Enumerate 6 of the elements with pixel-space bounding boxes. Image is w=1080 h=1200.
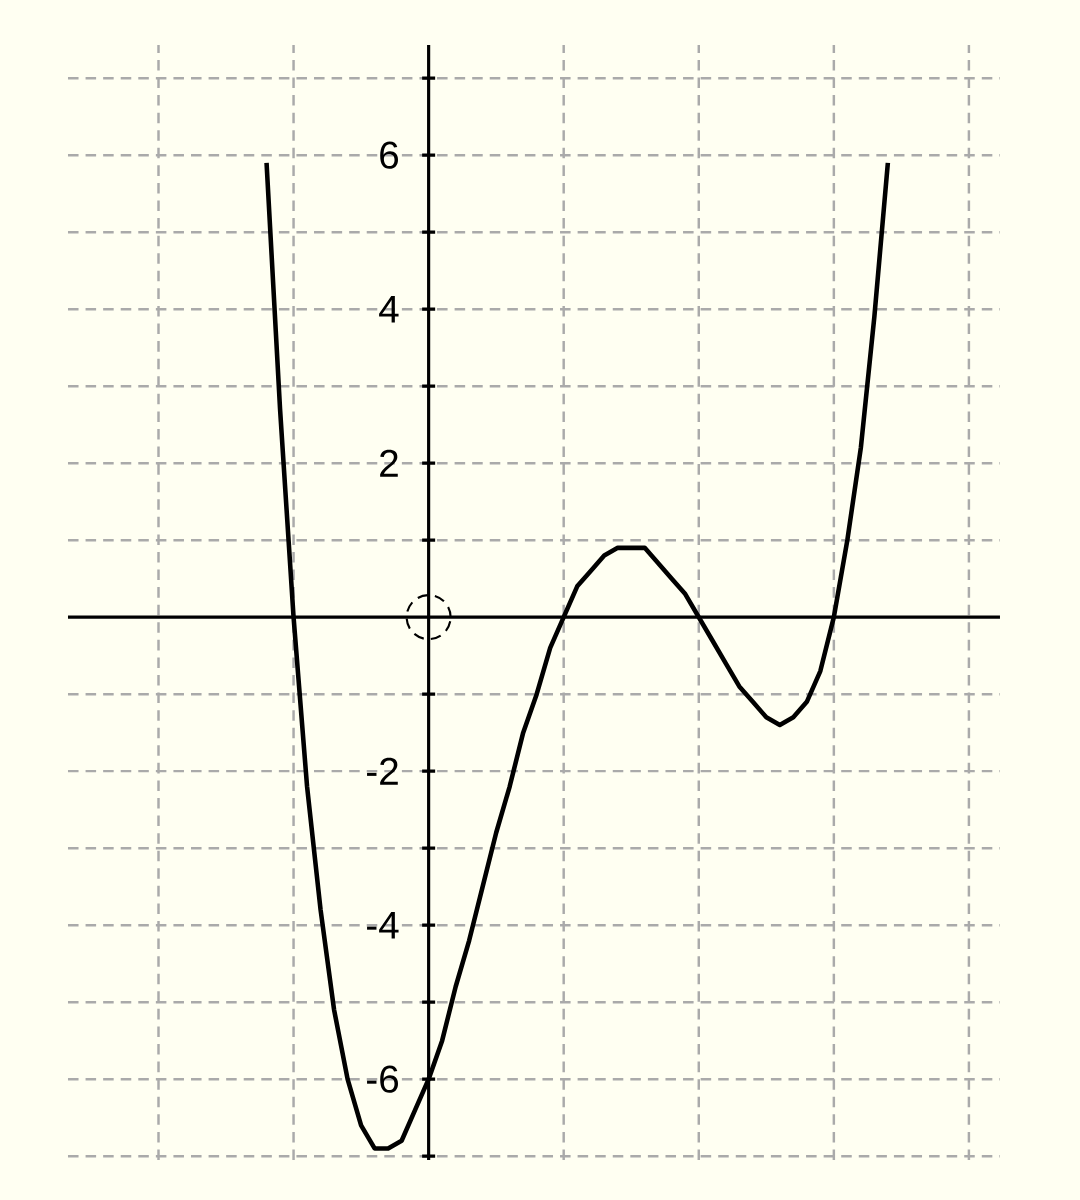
y-tick-label: -2 xyxy=(367,757,398,785)
y-tick-label: -6 xyxy=(367,1065,398,1093)
y-tick-label: 4 xyxy=(379,295,399,323)
y-tick-label: 2 xyxy=(380,449,398,477)
y-tick-label: 6 xyxy=(380,141,398,169)
y-tick-label: -4 xyxy=(367,911,399,939)
